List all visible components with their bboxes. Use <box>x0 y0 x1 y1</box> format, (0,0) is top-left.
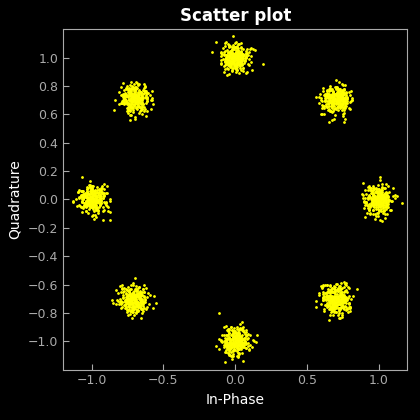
Channel 1 <box>137 285 142 290</box>
Channel 1 <box>236 60 241 65</box>
Channel 1 <box>326 92 331 97</box>
Channel 1 <box>231 34 236 39</box>
Channel 1 <box>231 47 236 52</box>
Y-axis label: Quadrature: Quadrature <box>8 160 22 239</box>
Title: Scatter plot: Scatter plot <box>179 7 291 25</box>
Channel 1 <box>232 54 237 59</box>
Channel 1 <box>142 84 147 89</box>
Line: Channel 1: Channel 1 <box>72 34 403 364</box>
Channel 1 <box>236 61 241 66</box>
X-axis label: In-Phase: In-Phase <box>206 393 265 407</box>
Channel 1 <box>369 198 374 203</box>
Channel 1 <box>223 360 228 365</box>
